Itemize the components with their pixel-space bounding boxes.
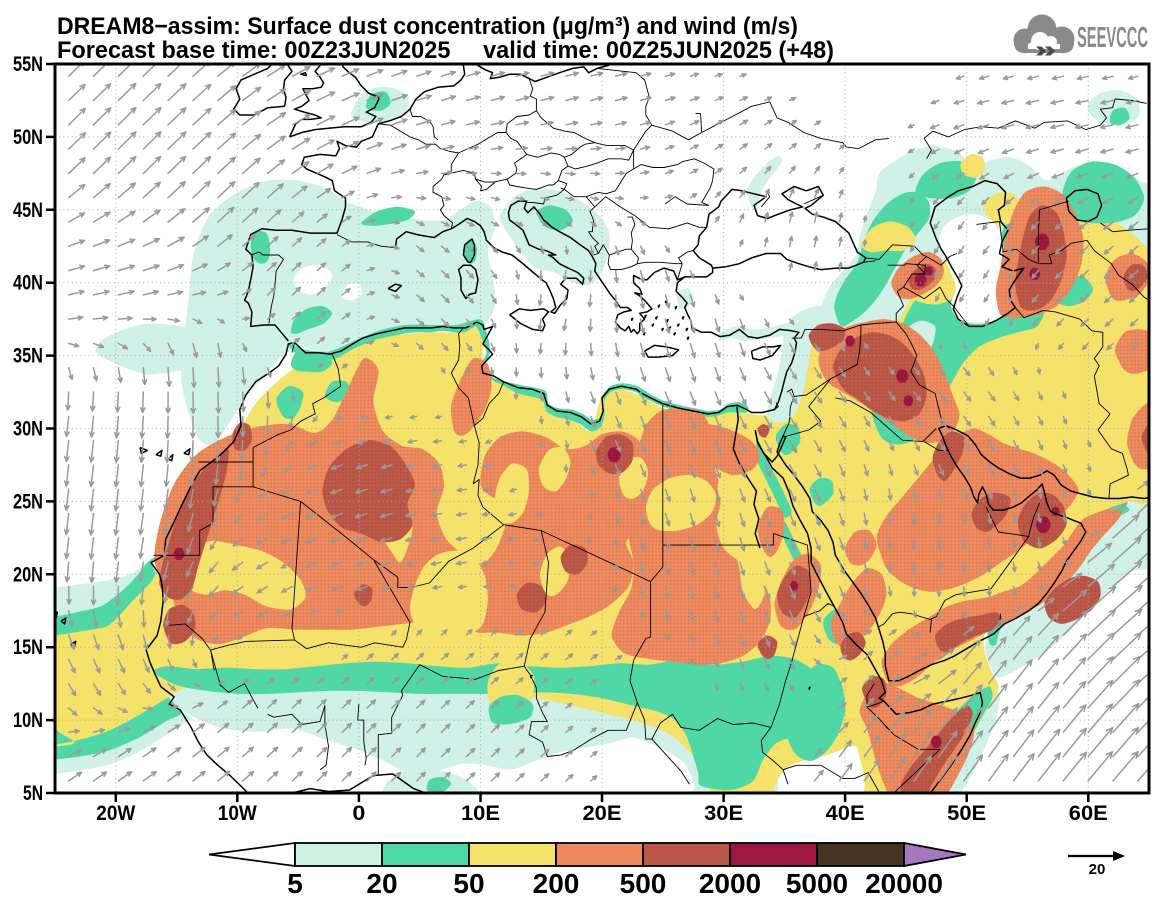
svg-text:30E: 30E	[704, 802, 743, 825]
svg-text:2000: 2000	[699, 868, 761, 899]
svg-text:5: 5	[287, 868, 303, 899]
svg-text:40E: 40E	[826, 802, 865, 825]
svg-text:35N: 35N	[13, 345, 43, 368]
svg-text:5000: 5000	[786, 868, 848, 899]
svg-text:30N: 30N	[13, 418, 43, 441]
svg-text:Forecast base time: 00Z23JUN20: Forecast base time: 00Z23JUN2025 valid t…	[57, 37, 834, 64]
svg-text:10E: 10E	[461, 802, 500, 825]
svg-text:SEEVCCC: SEEVCCC	[1077, 22, 1148, 54]
svg-text:50E: 50E	[947, 802, 986, 825]
svg-text:20000: 20000	[865, 868, 943, 899]
svg-text:55N: 55N	[13, 53, 43, 76]
svg-text:50: 50	[453, 868, 484, 899]
svg-text:10N: 10N	[13, 709, 43, 732]
svg-text:60E: 60E	[1069, 802, 1108, 825]
svg-text:20W: 20W	[96, 802, 135, 825]
svg-text:45N: 45N	[13, 199, 43, 222]
svg-text:20: 20	[366, 868, 397, 899]
svg-text:5N: 5N	[23, 782, 43, 805]
svg-text:50N: 50N	[13, 126, 43, 149]
svg-text:25N: 25N	[13, 490, 43, 513]
svg-text:20: 20	[1089, 861, 1106, 878]
svg-text:10W: 10W	[218, 802, 257, 825]
svg-text:40N: 40N	[13, 272, 43, 295]
svg-text:200: 200	[533, 868, 580, 899]
svg-text:500: 500	[620, 868, 667, 899]
svg-text:20N: 20N	[13, 563, 43, 586]
svg-text:DREAM8−assim: Surface dust con: DREAM8−assim: Surface dust concentration…	[57, 13, 798, 40]
svg-text:0: 0	[352, 802, 365, 825]
svg-text:15N: 15N	[13, 636, 43, 659]
svg-text:20E: 20E	[583, 802, 622, 825]
